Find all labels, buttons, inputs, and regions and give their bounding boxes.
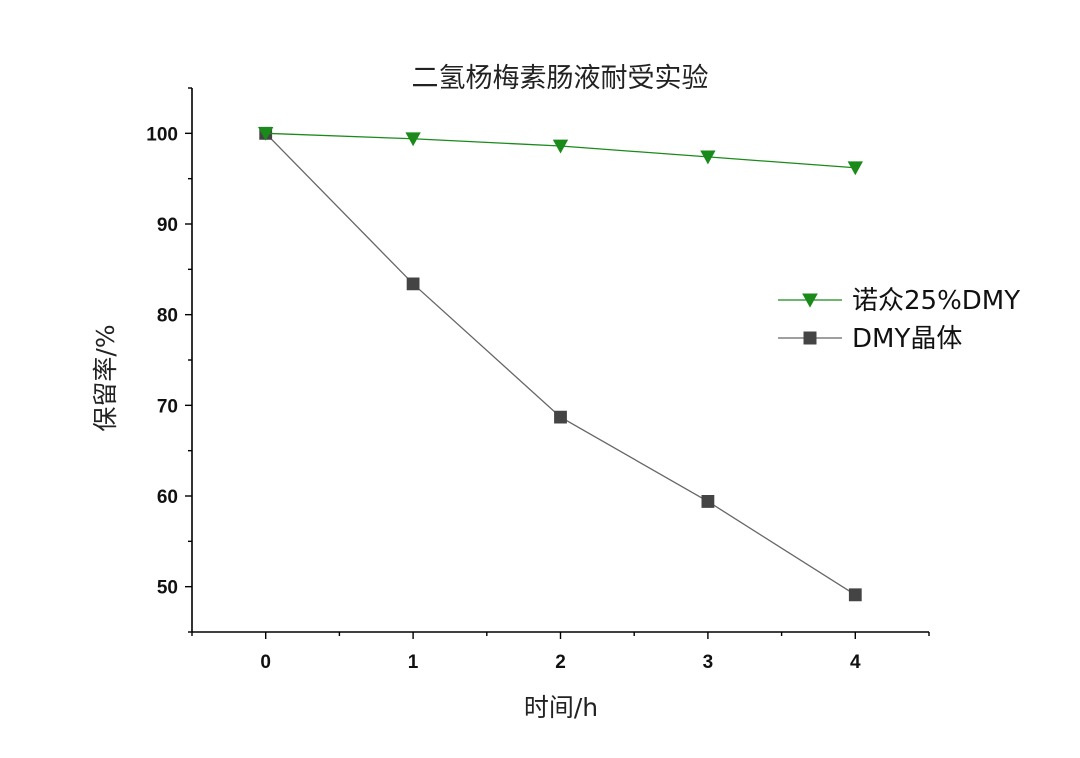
legend-marker-1 [803,331,817,345]
data-point-series-0 [258,126,274,141]
ticks: 50 60 70 80 90 100 0 1 2 3 4 [146,87,930,673]
data-point-series-0 [405,132,421,147]
x-tick-label: 3 [703,652,714,673]
legend-marker-0 [802,293,818,308]
legend: 诺众25%DMY DMY晶体 [778,286,1020,354]
axes [191,88,929,633]
y-axis-label: 保留率/% [91,324,120,431]
series-line-1 [265,132,856,596]
data-point-series-0 [847,161,863,176]
x-tick-label: 0 [260,652,271,673]
data-point-series-1 [848,588,862,602]
data-point-series-1 [554,410,567,424]
legend-label-1: DMY晶体 [852,324,962,354]
y-tick-label: 60 [157,487,178,508]
data-point-series-0 [552,139,569,154]
x-tick-label: 2 [555,652,566,673]
data-point-series-0 [700,150,716,165]
x-tick-label: 1 [408,652,419,673]
x-tick-label: 4 [850,652,861,673]
y-tick-label: 90 [157,215,178,236]
y-tick-label: 100 [146,124,178,145]
series-layer [258,126,863,602]
data-point-series-1 [701,495,715,508]
y-tick-label: 50 [157,578,178,599]
y-tick-label: 80 [157,306,178,327]
y-tick-label: 70 [157,396,178,417]
data-point-series-1 [406,277,420,291]
chart-title: 二氢杨梅素肠液耐受实验 [412,63,709,94]
legend-label-0: 诺众25%DMY [852,286,1020,316]
x-axis-label: 时间/h [524,693,598,722]
